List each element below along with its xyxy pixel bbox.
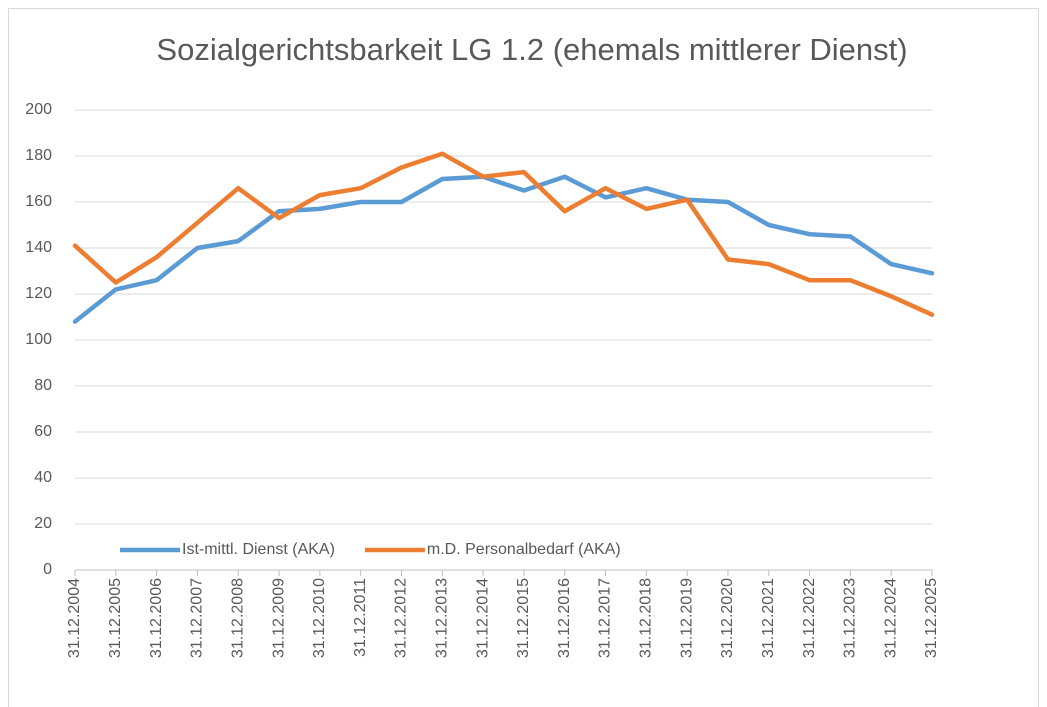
x-tick-label: 31.12.2017 xyxy=(597,578,614,658)
y-tick-label: 80 xyxy=(34,377,52,394)
x-tick-label: 31.12.2024 xyxy=(882,578,899,658)
y-tick-label: 20 xyxy=(34,515,52,532)
x-tick-label: 31.12.2009 xyxy=(270,578,287,658)
y-tick-label: 140 xyxy=(25,239,52,256)
x-tick-label: 31.12.2007 xyxy=(189,578,206,658)
x-tick-label: 31.12.2025 xyxy=(923,578,940,658)
y-tick-label: 200 xyxy=(25,101,52,118)
legend-label: Ist-mittl. Dienst (AKA) xyxy=(182,541,335,558)
y-tick-label: 160 xyxy=(25,193,52,210)
x-tick-label: 31.12.2016 xyxy=(556,578,573,658)
y-tick-label: 40 xyxy=(34,469,52,486)
x-tick-label: 31.12.2011 xyxy=(352,578,369,657)
y-tick-label: 0 xyxy=(43,561,52,578)
y-tick-label: 60 xyxy=(34,423,52,440)
x-tick-label: 31.12.2005 xyxy=(107,578,124,658)
x-tick-label: 31.12.2013 xyxy=(434,578,451,658)
x-tick-label: 31.12.2012 xyxy=(393,578,410,658)
y-tick-label: 180 xyxy=(25,147,52,164)
x-tick-label: 31.12.2006 xyxy=(148,578,165,658)
x-tick-label: 31.12.2004 xyxy=(66,578,83,658)
x-tick-label: 31.12.2015 xyxy=(515,578,532,658)
x-tick-label: 31.12.2010 xyxy=(311,578,328,658)
y-tick-label: 100 xyxy=(25,331,52,348)
x-tick-label: 31.12.2021 xyxy=(760,578,777,658)
series-line xyxy=(72,174,935,324)
legend-label: m.D. Personalbedarf (AKA) xyxy=(427,541,621,558)
x-tick-label: 31.12.2014 xyxy=(474,578,491,658)
x-tick-label: 31.12.2020 xyxy=(719,578,736,658)
x-tick-label: 31.12.2019 xyxy=(678,578,695,658)
chart-title: Sozialgerichtsbarkeit LG 1.2 (ehemals mi… xyxy=(156,32,907,67)
x-tick-label: 31.12.2008 xyxy=(229,578,246,658)
chart-frame xyxy=(8,8,1039,707)
series-line xyxy=(72,151,935,317)
y-tick-label: 120 xyxy=(25,285,52,302)
x-tick-label: 31.12.2018 xyxy=(638,578,655,658)
x-tick-label: 31.12.2023 xyxy=(842,578,859,658)
x-tick-label: 31.12.2022 xyxy=(801,578,818,658)
